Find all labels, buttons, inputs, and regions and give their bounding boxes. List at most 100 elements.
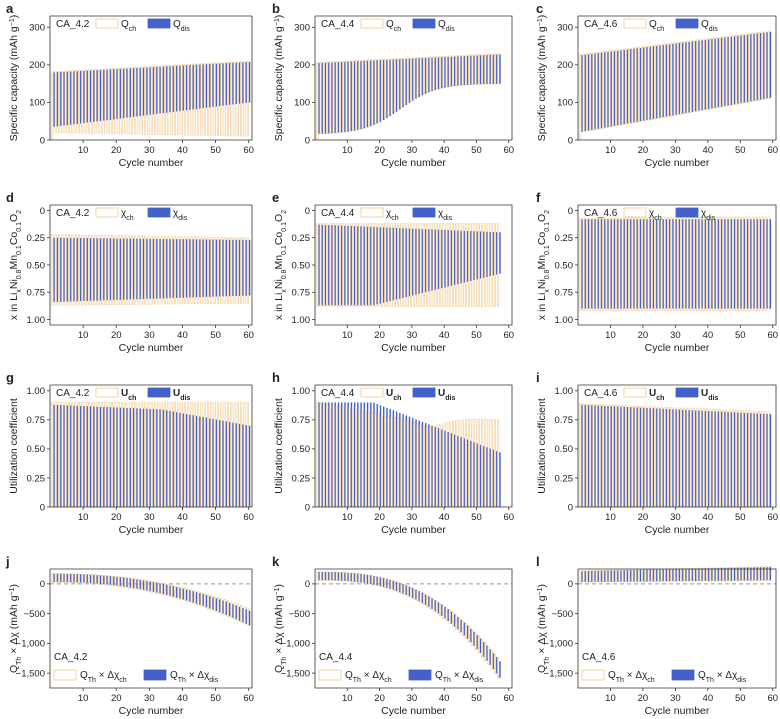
bar-charge-cycle-54 [487,223,490,307]
bar-discharge-cycle-51 [479,231,482,279]
bar-charge-cycle-14 [94,574,97,585]
bar-charge-cycle-55 [754,566,757,581]
bar-discharge-cycle-44 [195,592,198,604]
bar-charge-cycle-13 [91,574,94,585]
bar-discharge-cycle-13 [620,570,622,582]
bar-charge-cycle-11 [84,402,87,508]
bar-discharge-cycle-41 [447,609,450,621]
bar-charge-cycle-21 [117,235,120,305]
bar-charge-cycle-37 [170,64,173,136]
legend-swatch-charge [53,669,77,681]
bar-charge-cycle-28 [666,217,669,312]
bar-discharge-cycle-28 [405,58,408,105]
bar-charge-cycle-15 [361,59,364,129]
bar-charge-cycle-2 [319,571,322,581]
x-tick-label: 50 [735,330,746,341]
x-tick-label: 50 [471,693,482,704]
bar-discharge-cycle-15 [626,570,629,582]
bar-charge-cycle-46 [200,63,203,136]
bar-charge-cycle-18 [371,575,374,586]
bar-discharge-cycle-46 [727,219,729,309]
bar-charge-cycle-29 [144,579,147,592]
bar-charge-cycle-43 [715,567,718,582]
bar-discharge-cycle-57 [238,239,241,296]
bar-discharge-cycle-14 [623,570,626,582]
bar-charge-cycle-9 [605,217,608,312]
bar-charge-cycle-37 [696,408,699,508]
bar-discharge-cycle-11 [86,406,89,507]
bar-charge-cycle-32 [154,581,157,594]
bar-charge-cycle-12 [87,234,90,306]
bar-charge-cycle-14 [358,573,361,583]
bar-charge-cycle-1 [316,571,319,581]
bar-charge-cycle-15 [361,573,364,584]
bar-charge-cycle-39 [439,56,442,89]
bar-discharge-cycle-32 [418,591,420,602]
bar-charge-cycle-50 [474,223,477,307]
y-tick-label: 0.25 [555,233,574,244]
bar-discharge-cycle-55 [756,33,759,101]
bar-charge-cycle-6 [332,223,335,307]
bar-charge-cycle-33 [683,407,686,508]
bar-discharge-cycle-41 [711,39,713,109]
bar-charge-cycle-58 [764,216,767,312]
bar-charge-cycle-8 [338,223,341,307]
bar-discharge-cycle-3 [60,405,62,507]
bar-charge-cycle-12 [615,49,618,127]
label-part: Th [443,677,451,684]
bar-discharge-cycle-28 [405,415,408,507]
bar-discharge-cycle-29 [672,43,674,116]
x-axis-label: Cycle number [381,157,446,169]
label-part: U [121,388,128,399]
bar-charge-cycle-49 [210,402,213,508]
bar-discharge-cycle-56 [496,451,498,507]
bar-charge-cycle-24 [390,579,393,591]
legend-swatch-charge [623,18,647,29]
bar-charge-cycle-28 [666,43,669,118]
bar-discharge-cycle-17 [370,402,372,507]
x-tick-label: 40 [439,330,450,341]
bar-discharge-cycle-13 [93,574,95,584]
bar-charge-cycle-38 [699,567,702,582]
bar-charge-cycle-10 [345,60,348,133]
bar-discharge-cycle-5 [331,62,333,134]
bar-discharge-cycle-35 [166,66,168,113]
label-part: Th [544,657,551,665]
bar-charge-cycle-41 [709,37,712,110]
bar-discharge-cycle-38 [437,57,440,90]
x-tick-label: 60 [767,512,778,523]
bar-discharge-cycle-30 [675,219,677,309]
bar-charge-cycle-6 [332,405,335,508]
bar-discharge-cycle-2 [56,72,59,127]
bar-discharge-cycle-20 [379,577,382,587]
label-part: −1 [537,18,544,26]
bar-discharge-cycle-45 [724,411,726,507]
bar-charge-cycle-53 [223,62,226,137]
bar-discharge-cycle-53 [225,63,228,106]
label-part: 0.1 [281,222,288,232]
bar-charge-cycle-32 [679,407,682,508]
bar-charge-cycle-15 [361,410,364,508]
y-tick-label: 1.00 [555,386,574,397]
bar-discharge-cycle-29 [408,228,411,297]
bar-charge-cycle-4 [326,403,329,508]
panel-letter: f [536,190,541,205]
bar-charge-cycle-37 [432,598,435,612]
bar-charge-cycle-10 [81,69,84,134]
bar-discharge-cycle-37 [172,65,175,112]
bar-discharge-cycle-53 [750,413,752,507]
bar-charge-cycle-2 [54,71,57,133]
bar-charge-cycle-18 [107,68,110,134]
bar-discharge-cycle-12 [89,238,92,301]
bar-discharge-cycle-55 [492,653,495,670]
bar-charge-cycle-41 [183,64,186,136]
label-part: Co [8,232,20,246]
y-tick-label: 0 [305,579,310,590]
bar-discharge-cycle-59 [245,62,247,103]
x-tick-label: 30 [407,330,418,341]
bar-discharge-cycle-56 [759,413,762,507]
bar-charge-cycle-6 [595,217,598,312]
bar-charge-cycle-58 [240,61,243,137]
bar-discharge-cycle-51 [219,63,221,107]
bar-charge-cycle-4 [61,70,64,133]
